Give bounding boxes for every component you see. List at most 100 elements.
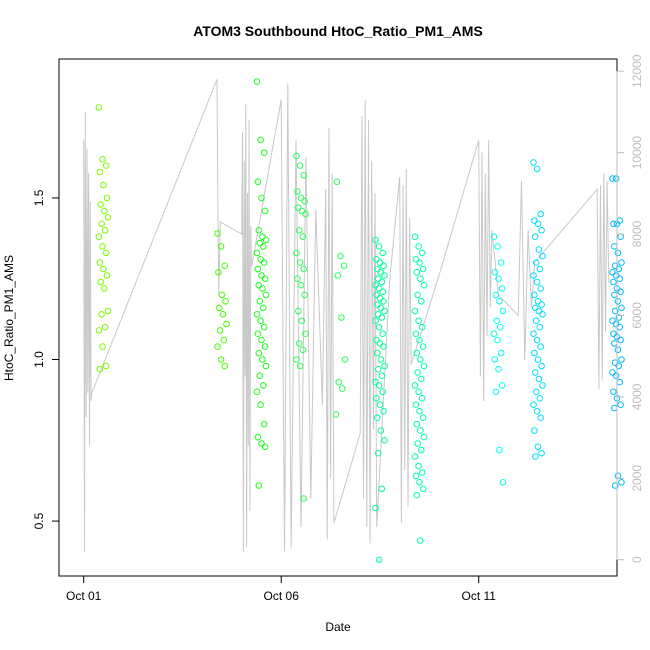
data-point: [416, 259, 423, 266]
data-point: [494, 336, 501, 344]
data-point: [216, 327, 224, 334]
data-point: [420, 433, 428, 441]
data-point: [378, 314, 386, 321]
data-point: [217, 356, 225, 363]
data-point: [417, 537, 424, 544]
data-point: [334, 272, 342, 279]
data-point: [262, 291, 270, 299]
data-point: [538, 362, 545, 370]
data-point: [532, 453, 539, 460]
data-point: [97, 201, 104, 208]
data-point: [95, 233, 103, 240]
data-point: [530, 159, 537, 166]
data-point: [533, 336, 541, 344]
data-point: [380, 262, 387, 270]
data-point: [104, 307, 112, 315]
data-point: [102, 162, 110, 169]
data-point: [415, 243, 422, 250]
data-point: [414, 369, 422, 376]
data-point: [412, 472, 420, 480]
data-point: [532, 369, 539, 376]
data-point: [419, 265, 427, 273]
data-point: [293, 356, 300, 363]
data-point: [498, 382, 506, 389]
y2-tick-label: 10000: [630, 136, 644, 170]
data-point: [261, 275, 269, 283]
data-point: [256, 372, 264, 380]
data-point: [102, 249, 110, 257]
data-point: [100, 265, 107, 273]
data-point: [612, 175, 620, 182]
data-point: [418, 298, 425, 305]
data-point: [615, 362, 623, 370]
data-point: [615, 265, 623, 273]
data-point: [299, 233, 307, 240]
data-point: [533, 407, 541, 415]
data-point: [262, 236, 270, 244]
data-point: [536, 395, 544, 402]
data-point: [414, 440, 422, 447]
data-point: [253, 388, 261, 396]
data-point: [102, 362, 110, 370]
data-point: [490, 233, 498, 240]
points-layer: [95, 78, 625, 564]
data-point: [381, 362, 388, 370]
data-point: [494, 243, 501, 250]
data-point: [419, 414, 427, 422]
data-point: [416, 479, 423, 486]
data-point: [411, 453, 419, 460]
data-point: [614, 298, 622, 305]
y2-tick-label: 8000: [630, 220, 644, 247]
data-point: [374, 275, 382, 283]
x-tick-label: Oct 06: [264, 589, 300, 603]
data-point: [611, 307, 619, 315]
data-point: [418, 375, 425, 383]
data-point: [214, 230, 221, 237]
data-point: [98, 220, 105, 228]
data-point: [377, 356, 385, 363]
data-point: [97, 278, 104, 286]
y2-tick-label: 4000: [630, 383, 644, 410]
data-point: [378, 278, 386, 286]
data-point: [418, 323, 426, 331]
data-point: [609, 175, 616, 182]
data-point: [414, 291, 422, 299]
data-point: [254, 265, 262, 273]
data-point: [257, 136, 264, 144]
data-point: [260, 259, 268, 266]
data-point: [258, 194, 265, 202]
data-point: [101, 285, 108, 292]
data-point: [221, 262, 228, 270]
data-point: [491, 269, 499, 276]
data-point: [261, 443, 269, 451]
data-point: [214, 343, 221, 350]
data-point: [530, 272, 537, 279]
data-point: [220, 336, 228, 344]
data-point: [417, 427, 424, 434]
data-point: [215, 269, 222, 276]
y-tick-label: 1.0: [32, 351, 46, 368]
data-point: [416, 336, 423, 344]
data-point: [99, 343, 106, 350]
data-point: [101, 227, 109, 234]
data-point: [415, 388, 422, 396]
data-point: [531, 349, 538, 357]
data-point: [535, 375, 543, 383]
data-point: [618, 259, 625, 266]
data-point: [534, 298, 542, 305]
data-point: [259, 356, 266, 363]
data-point: [380, 298, 387, 305]
data-point: [536, 323, 544, 331]
data-point: [416, 407, 423, 415]
y-tick-label: 1.5: [32, 189, 46, 206]
data-point: [530, 401, 537, 409]
data-point: [379, 249, 387, 257]
data-point: [413, 491, 421, 499]
data-point: [295, 227, 303, 234]
data-point: [257, 317, 264, 325]
data-point: [299, 346, 307, 354]
data-point: [374, 365, 382, 373]
data-point: [294, 188, 301, 195]
data-point: [615, 314, 623, 321]
